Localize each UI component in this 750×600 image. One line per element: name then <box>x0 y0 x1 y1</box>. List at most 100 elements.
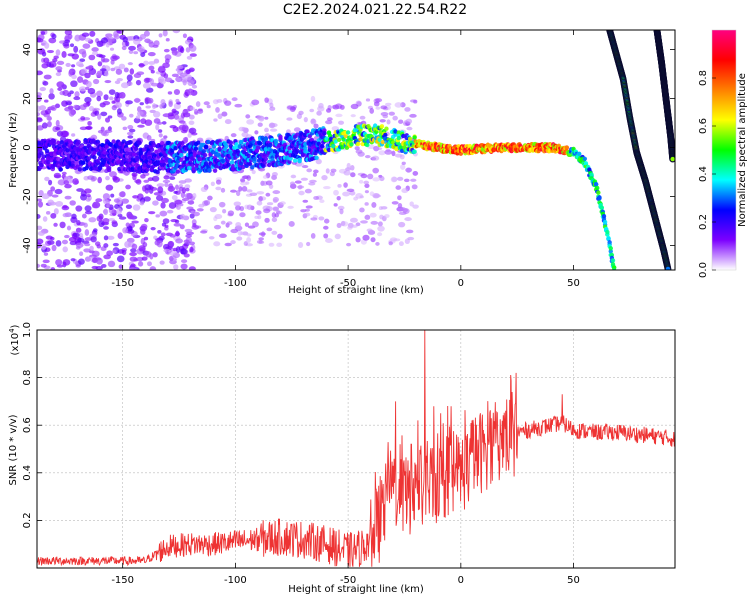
heatmap-speckle <box>246 189 253 193</box>
heatmap-speckle <box>62 246 68 253</box>
heatmap-speckle <box>246 233 252 237</box>
heatmap-speckle <box>173 222 182 227</box>
heatmap-ridge-cell <box>95 158 101 164</box>
heatmap-speckle <box>172 30 181 34</box>
heatmap-speckle <box>72 178 79 185</box>
heatmap-speckle <box>148 61 156 65</box>
heatmap-ridge-cell <box>263 137 269 142</box>
heatmap-ridge-cell <box>133 146 139 151</box>
heatmap-speckle <box>117 232 123 240</box>
heatmap-ridge-cell <box>589 172 594 177</box>
heatmap-speckle <box>66 225 72 231</box>
heatmap-speckle <box>388 111 395 116</box>
heatmap-ridge-cell <box>179 157 184 163</box>
heatmap-speckle <box>304 188 312 194</box>
heatmap-speckle <box>254 215 259 219</box>
heatmap-speckle <box>375 106 381 110</box>
heatmap-speckle <box>91 250 100 258</box>
heatmap-ridge-cell <box>228 140 234 145</box>
heatmap-speckle <box>296 162 305 167</box>
heatmap-speckle <box>89 245 94 252</box>
heatmap-speckle <box>256 115 265 121</box>
heatmap-speckle <box>399 154 405 160</box>
heatmap-speckle <box>37 230 45 236</box>
heatmap-speckle <box>294 180 302 184</box>
heatmap-ridge-cell <box>297 157 302 163</box>
heatmap-ridge-cell <box>210 150 216 155</box>
heatmap-ridge-cell <box>324 136 329 141</box>
heatmap-speckle <box>350 103 359 110</box>
heatmap-speckle <box>370 237 376 243</box>
heatmap-ridge-cell <box>393 129 398 134</box>
heatmap-speckle <box>373 101 380 107</box>
heatmap-speckle <box>78 86 87 92</box>
heatmap-speckle <box>333 203 338 207</box>
heatmap-speckle <box>384 149 393 155</box>
heatmap-speckle <box>85 86 90 91</box>
heatmap-ridge-cell <box>39 162 44 168</box>
colorbar-tick-label: 0.2 <box>698 214 709 230</box>
heatmap-ridge-cell <box>102 150 107 155</box>
heatmap-speckle <box>64 39 71 44</box>
heatmap-speckle <box>403 178 410 183</box>
heatmap-speckle <box>301 165 309 169</box>
heatmap-speckle <box>143 196 151 202</box>
heatmap-speckle <box>218 201 226 208</box>
heatmap-speckle <box>75 205 83 212</box>
heatmap-speckle <box>108 89 116 96</box>
heatmap-ridge-cell <box>246 153 252 158</box>
heatmap-speckle <box>313 169 319 174</box>
heatmap-ridge-cell <box>250 165 255 170</box>
heatmap-speckle <box>412 171 419 176</box>
heatmap-speckle <box>151 175 160 182</box>
heatmap-ridge-cell <box>77 167 83 172</box>
heatmap-ridge-cell <box>599 205 604 210</box>
heatmap-ridge-cell <box>341 137 346 142</box>
heatmap-speckle <box>122 36 128 43</box>
heatmap-speckle <box>108 96 114 101</box>
heatmap-ridge-cell <box>154 149 159 154</box>
heatmap-ridge-cell <box>377 137 382 142</box>
heatmap-speckle <box>132 204 141 211</box>
heatmap-ridge-cell <box>582 156 588 162</box>
heatmap-speckle <box>392 115 398 121</box>
heatmap-speckle <box>96 244 102 249</box>
heatmap-speckle <box>371 201 377 208</box>
heatmap-speckle <box>214 213 223 220</box>
heatmap-speckle <box>74 91 80 98</box>
spectrogram-x-tick-label: -50 <box>340 278 356 289</box>
heatmap-speckle <box>196 208 204 212</box>
heatmap-speckle <box>252 221 259 228</box>
heatmap-speckle <box>123 67 129 73</box>
heatmap-speckle <box>175 238 183 244</box>
heatmap-speckle <box>102 197 108 205</box>
heatmap-ridge-cell <box>267 162 272 168</box>
heatmap-ridge-cell <box>111 139 116 144</box>
heatmap-speckle <box>366 228 373 233</box>
heatmap-speckle <box>404 217 412 222</box>
heatmap-speckle <box>386 119 391 125</box>
heatmap-speckle <box>409 113 417 118</box>
heatmap-ridge-cell <box>224 144 229 149</box>
heatmap-speckle <box>125 204 133 209</box>
heatmap-speckle <box>236 190 241 197</box>
heatmap-ridge-cell <box>262 160 267 165</box>
heatmap-speckle <box>375 241 380 246</box>
heatmap-speckle <box>41 193 50 200</box>
heatmap-ridge-cell <box>180 141 185 146</box>
heatmap-speckle <box>148 65 155 71</box>
heatmap-speckle <box>310 95 316 102</box>
heatmap-speckle <box>76 61 84 67</box>
heatmap-speckle <box>97 176 102 184</box>
heatmap-speckle <box>127 135 134 139</box>
heatmap-speckle <box>347 225 353 230</box>
heatmap-speckle <box>47 115 52 122</box>
heatmap-speckle <box>336 196 341 201</box>
heatmap-ridge-cell <box>92 150 97 155</box>
heatmap-speckle <box>62 204 68 209</box>
heatmap-speckle <box>155 195 164 202</box>
heatmap-speckle <box>83 188 92 194</box>
heatmap-speckle <box>65 62 71 68</box>
heatmap-speckle <box>163 175 170 180</box>
heatmap-ridge-cell <box>217 146 222 151</box>
